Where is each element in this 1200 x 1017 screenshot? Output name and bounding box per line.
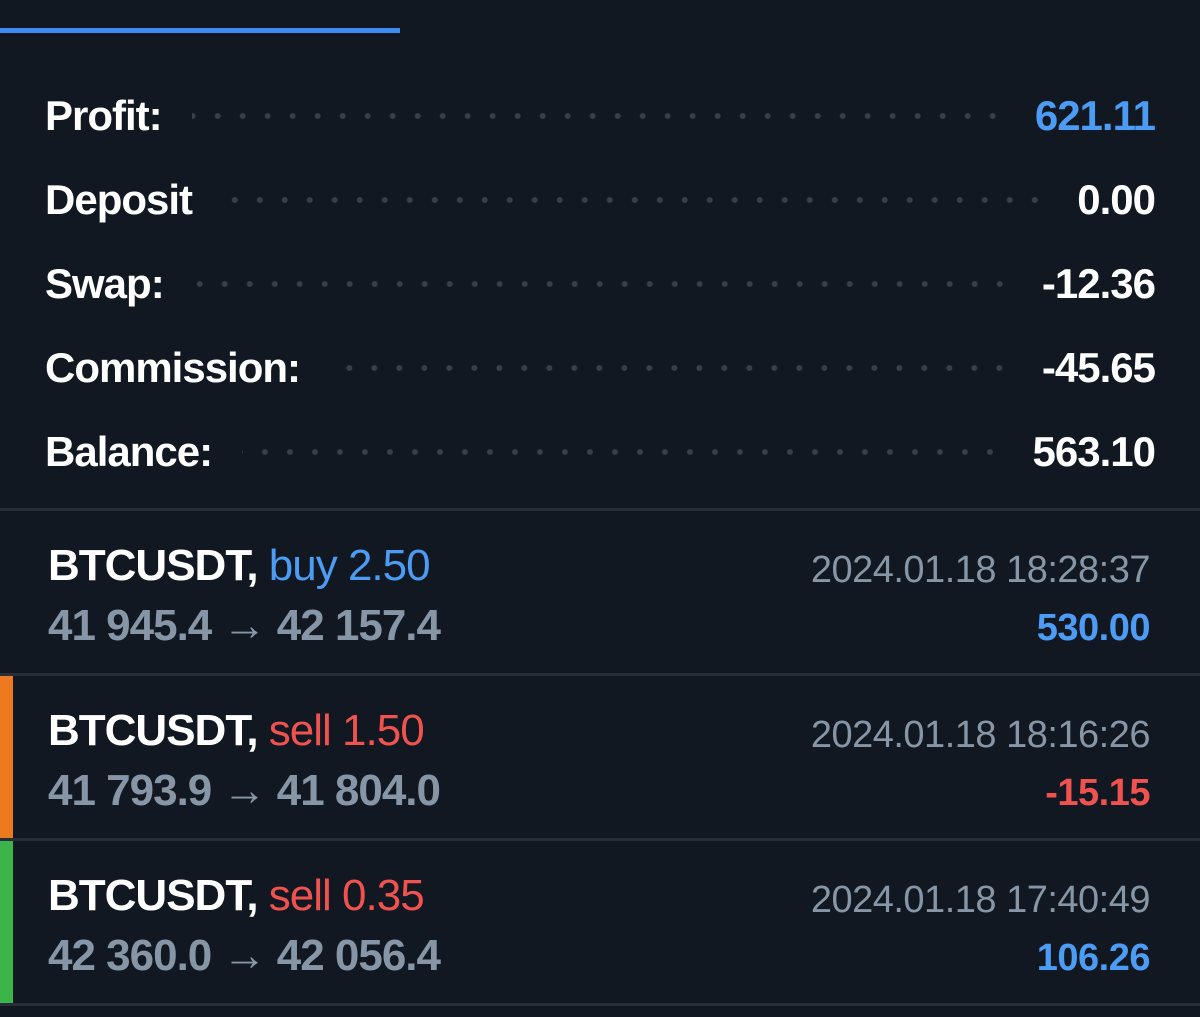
trade-row[interactable]: BTCUSDT, sell 0.35 42 360.0 → 42 056.4 202… [0,838,1200,1006]
trade-list: BTCUSDT, buy 2.50 41 945.4 → 42 157.4 2024… [0,508,1200,1006]
side: sell 1.50 [268,706,425,755]
symbol: BTCUSDT, [48,541,259,590]
status-marker [0,841,13,1003]
timestamp: 2024.01.18 18:16:26 [810,714,1151,756]
timestamp: 2024.01.18 17:40:49 [810,879,1151,921]
dot-leader [330,363,1012,373]
summary-label: Deposit [45,176,193,223]
summary-label: Balance: [45,428,213,475]
summary-value: 621.11 [1034,92,1156,139]
dot-leader [191,111,1005,121]
symbol: BTCUSDT, [48,871,259,920]
summary-label: Commission: [45,344,301,391]
summary-row: Commission: -45.65 [45,326,1156,410]
prices: 41 793.9 → 41 804.0 [48,766,441,815]
summary: Profit: 621.11 Deposit 0.00 Swap: -12.36 Commi… [45,74,1156,494]
dot-leader [193,279,1012,289]
summary-value: -45.65 [1041,344,1156,391]
summary-row: Profit: 621.11 [45,74,1156,158]
summary-row: Deposit 0.00 [45,158,1156,242]
trade-title: BTCUSDT, buy 2.50 [48,541,431,591]
dot-leader [242,447,1003,457]
profit: 530.00 [1036,607,1151,649]
trade-row[interactable]: BTCUSDT, buy 2.50 41 945.4 → 42 157.4 2024… [0,508,1200,673]
summary-value: -12.36 [1041,260,1156,307]
trade-row[interactable]: BTCUSDT, sell 1.50 41 793.9 → 41 804.0 202… [0,673,1200,838]
summary-value: 563.10 [1032,428,1156,475]
symbol: BTCUSDT, [48,706,259,755]
summary-label: Swap: [45,260,165,307]
summary-row: Balance: 563.10 [45,410,1156,494]
summary-label: Profit: [45,92,163,139]
prices: 41 945.4 → 42 157.4 [48,601,441,650]
trade-title: BTCUSDT, sell 0.35 [48,871,425,921]
tab-indicator [0,28,400,33]
summary-row: Swap: -12.36 [45,242,1156,326]
dot-leader [222,195,1048,205]
trade-title: BTCUSDT, sell 1.50 [48,706,425,756]
profit: -15.15 [1045,772,1150,814]
side: buy 2.50 [268,541,431,590]
side: sell 0.35 [268,871,425,920]
profit: 106.26 [1036,937,1151,979]
status-marker [0,676,13,838]
timestamp: 2024.01.18 18:28:37 [810,549,1151,591]
prices: 42 360.0 → 42 056.4 [48,931,441,980]
summary-value: 0.00 [1077,176,1156,223]
